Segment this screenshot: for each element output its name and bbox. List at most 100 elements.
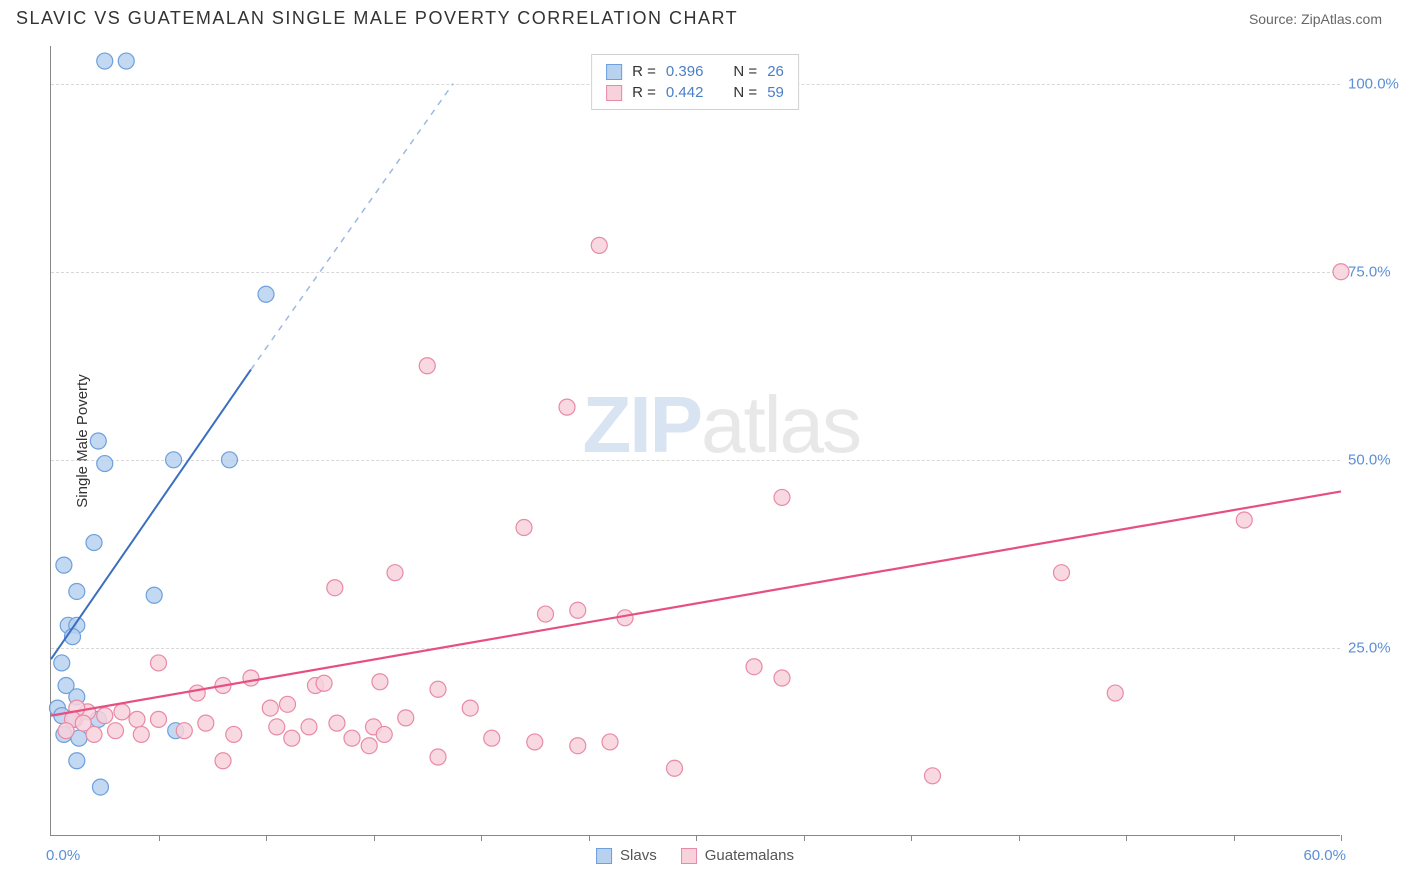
header: SLAVIC VS GUATEMALAN SINGLE MALE POVERTY… — [0, 0, 1406, 33]
trend-line — [51, 491, 1341, 715]
data-point — [75, 715, 91, 731]
swatch-icon — [606, 85, 622, 101]
chart-title: SLAVIC VS GUATEMALAN SINGLE MALE POVERTY… — [16, 8, 738, 29]
data-point — [133, 726, 149, 742]
data-point — [376, 726, 392, 742]
data-point — [151, 711, 167, 727]
data-point — [372, 674, 388, 690]
data-point — [301, 719, 317, 735]
data-point — [166, 452, 182, 468]
data-point — [90, 433, 106, 449]
swatch-icon — [606, 64, 622, 80]
y-tick-label: 75.0% — [1348, 263, 1406, 280]
legend-row-guatemalans: R = 0.442 N = 59 — [606, 82, 784, 103]
data-point — [69, 753, 85, 769]
x-tick — [911, 835, 912, 841]
legend-row-slavs: R = 0.396 N = 26 — [606, 61, 784, 82]
correlation-legend: R = 0.396 N = 26 R = 0.442 N = 59 — [591, 54, 799, 110]
y-tick-label: 100.0% — [1348, 75, 1406, 92]
data-point — [58, 723, 74, 739]
data-point — [1333, 264, 1349, 280]
data-point — [54, 655, 70, 671]
data-point — [327, 580, 343, 596]
x-tick — [1234, 835, 1235, 841]
legend-item-guatemalans: Guatemalans — [681, 847, 794, 864]
data-point — [146, 587, 162, 603]
x-tick — [374, 835, 375, 841]
legend-item-slavs: Slavs — [596, 847, 657, 864]
data-point — [221, 452, 237, 468]
data-point — [538, 606, 554, 622]
data-point — [361, 738, 377, 754]
trend-line-extrapolated — [251, 84, 453, 370]
data-point — [746, 659, 762, 675]
data-point — [198, 715, 214, 731]
data-point — [602, 734, 618, 750]
data-point — [262, 700, 278, 716]
data-point — [118, 53, 134, 69]
data-point — [516, 520, 532, 536]
data-point — [329, 715, 345, 731]
data-point — [667, 760, 683, 776]
series-legend: Slavs Guatemalans — [596, 847, 794, 864]
data-point — [1107, 685, 1123, 701]
data-point — [398, 710, 414, 726]
data-point — [92, 779, 108, 795]
x-tick — [481, 835, 482, 841]
data-point — [570, 602, 586, 618]
x-axis-min-label: 0.0% — [46, 847, 80, 864]
x-tick — [1341, 835, 1342, 841]
data-point — [591, 237, 607, 253]
data-point — [258, 286, 274, 302]
data-point — [108, 723, 124, 739]
x-tick — [589, 835, 590, 841]
x-tick — [159, 835, 160, 841]
data-point — [97, 456, 113, 472]
data-point — [226, 726, 242, 742]
data-point — [176, 723, 192, 739]
data-point — [1236, 512, 1252, 528]
data-point — [86, 535, 102, 551]
data-point — [69, 583, 85, 599]
data-point — [559, 399, 575, 415]
data-point — [243, 670, 259, 686]
chart-area: Single Male Poverty ZIPatlas 25.0%50.0%7… — [50, 46, 1340, 836]
data-point — [284, 730, 300, 746]
data-point — [925, 768, 941, 784]
data-point — [419, 358, 435, 374]
data-point — [527, 734, 543, 750]
data-point — [462, 700, 478, 716]
data-point — [129, 711, 145, 727]
x-tick — [266, 835, 267, 841]
data-point — [774, 670, 790, 686]
x-axis-max-label: 60.0% — [1303, 847, 1346, 864]
data-point — [1054, 565, 1070, 581]
source-label: Source: ZipAtlas.com — [1249, 11, 1382, 27]
data-point — [774, 489, 790, 505]
data-point — [387, 565, 403, 581]
data-point — [269, 719, 285, 735]
data-point — [570, 738, 586, 754]
data-point — [56, 557, 72, 573]
data-point — [97, 708, 113, 724]
x-tick — [1126, 835, 1127, 841]
trend-line — [51, 370, 251, 660]
x-tick — [804, 835, 805, 841]
swatch-icon — [681, 848, 697, 864]
plot-region: ZIPatlas 25.0%50.0%75.0%100.0% — [50, 46, 1340, 836]
y-tick-label: 25.0% — [1348, 639, 1406, 656]
data-point — [430, 681, 446, 697]
x-tick — [696, 835, 697, 841]
data-point — [151, 655, 167, 671]
swatch-icon — [596, 848, 612, 864]
y-tick-label: 50.0% — [1348, 451, 1406, 468]
data-point — [97, 53, 113, 69]
data-point — [114, 704, 130, 720]
data-point — [484, 730, 500, 746]
data-point — [215, 753, 231, 769]
x-tick — [1019, 835, 1020, 841]
data-point — [430, 749, 446, 765]
data-point — [280, 696, 296, 712]
data-point — [316, 675, 332, 691]
data-point — [344, 730, 360, 746]
